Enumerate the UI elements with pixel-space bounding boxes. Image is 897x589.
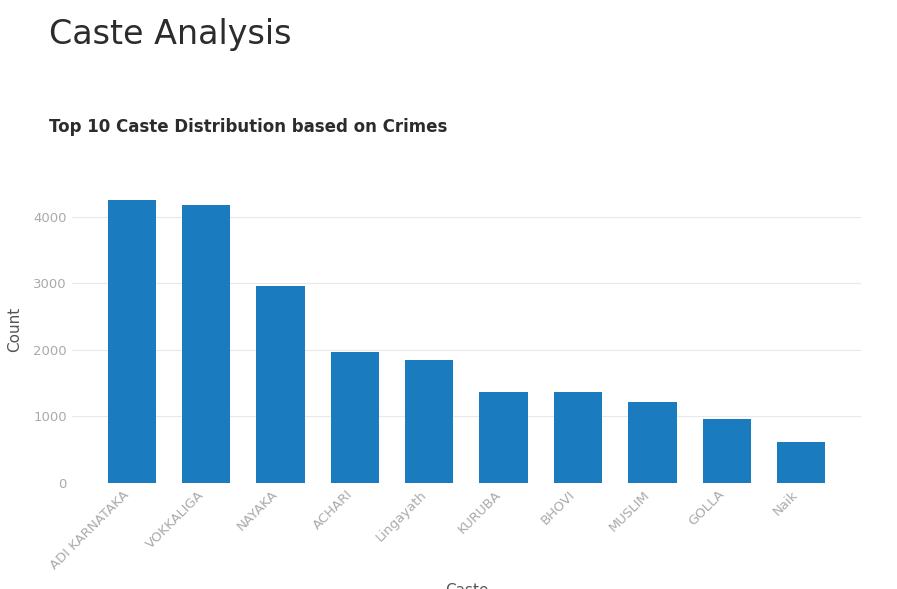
Bar: [553, 392, 602, 483]
Bar: [628, 402, 676, 483]
Bar: [480, 392, 527, 483]
X-axis label: Caste: Caste: [445, 583, 488, 589]
Bar: [405, 360, 453, 483]
Y-axis label: Count: Count: [7, 307, 22, 352]
Text: Caste Analysis: Caste Analysis: [49, 18, 292, 51]
Bar: [702, 419, 751, 483]
Bar: [182, 204, 231, 483]
Bar: [331, 352, 379, 483]
Bar: [108, 200, 156, 483]
Bar: [777, 442, 825, 483]
Bar: [257, 286, 305, 483]
Text: Top 10 Caste Distribution based on Crimes: Top 10 Caste Distribution based on Crime…: [49, 118, 448, 136]
